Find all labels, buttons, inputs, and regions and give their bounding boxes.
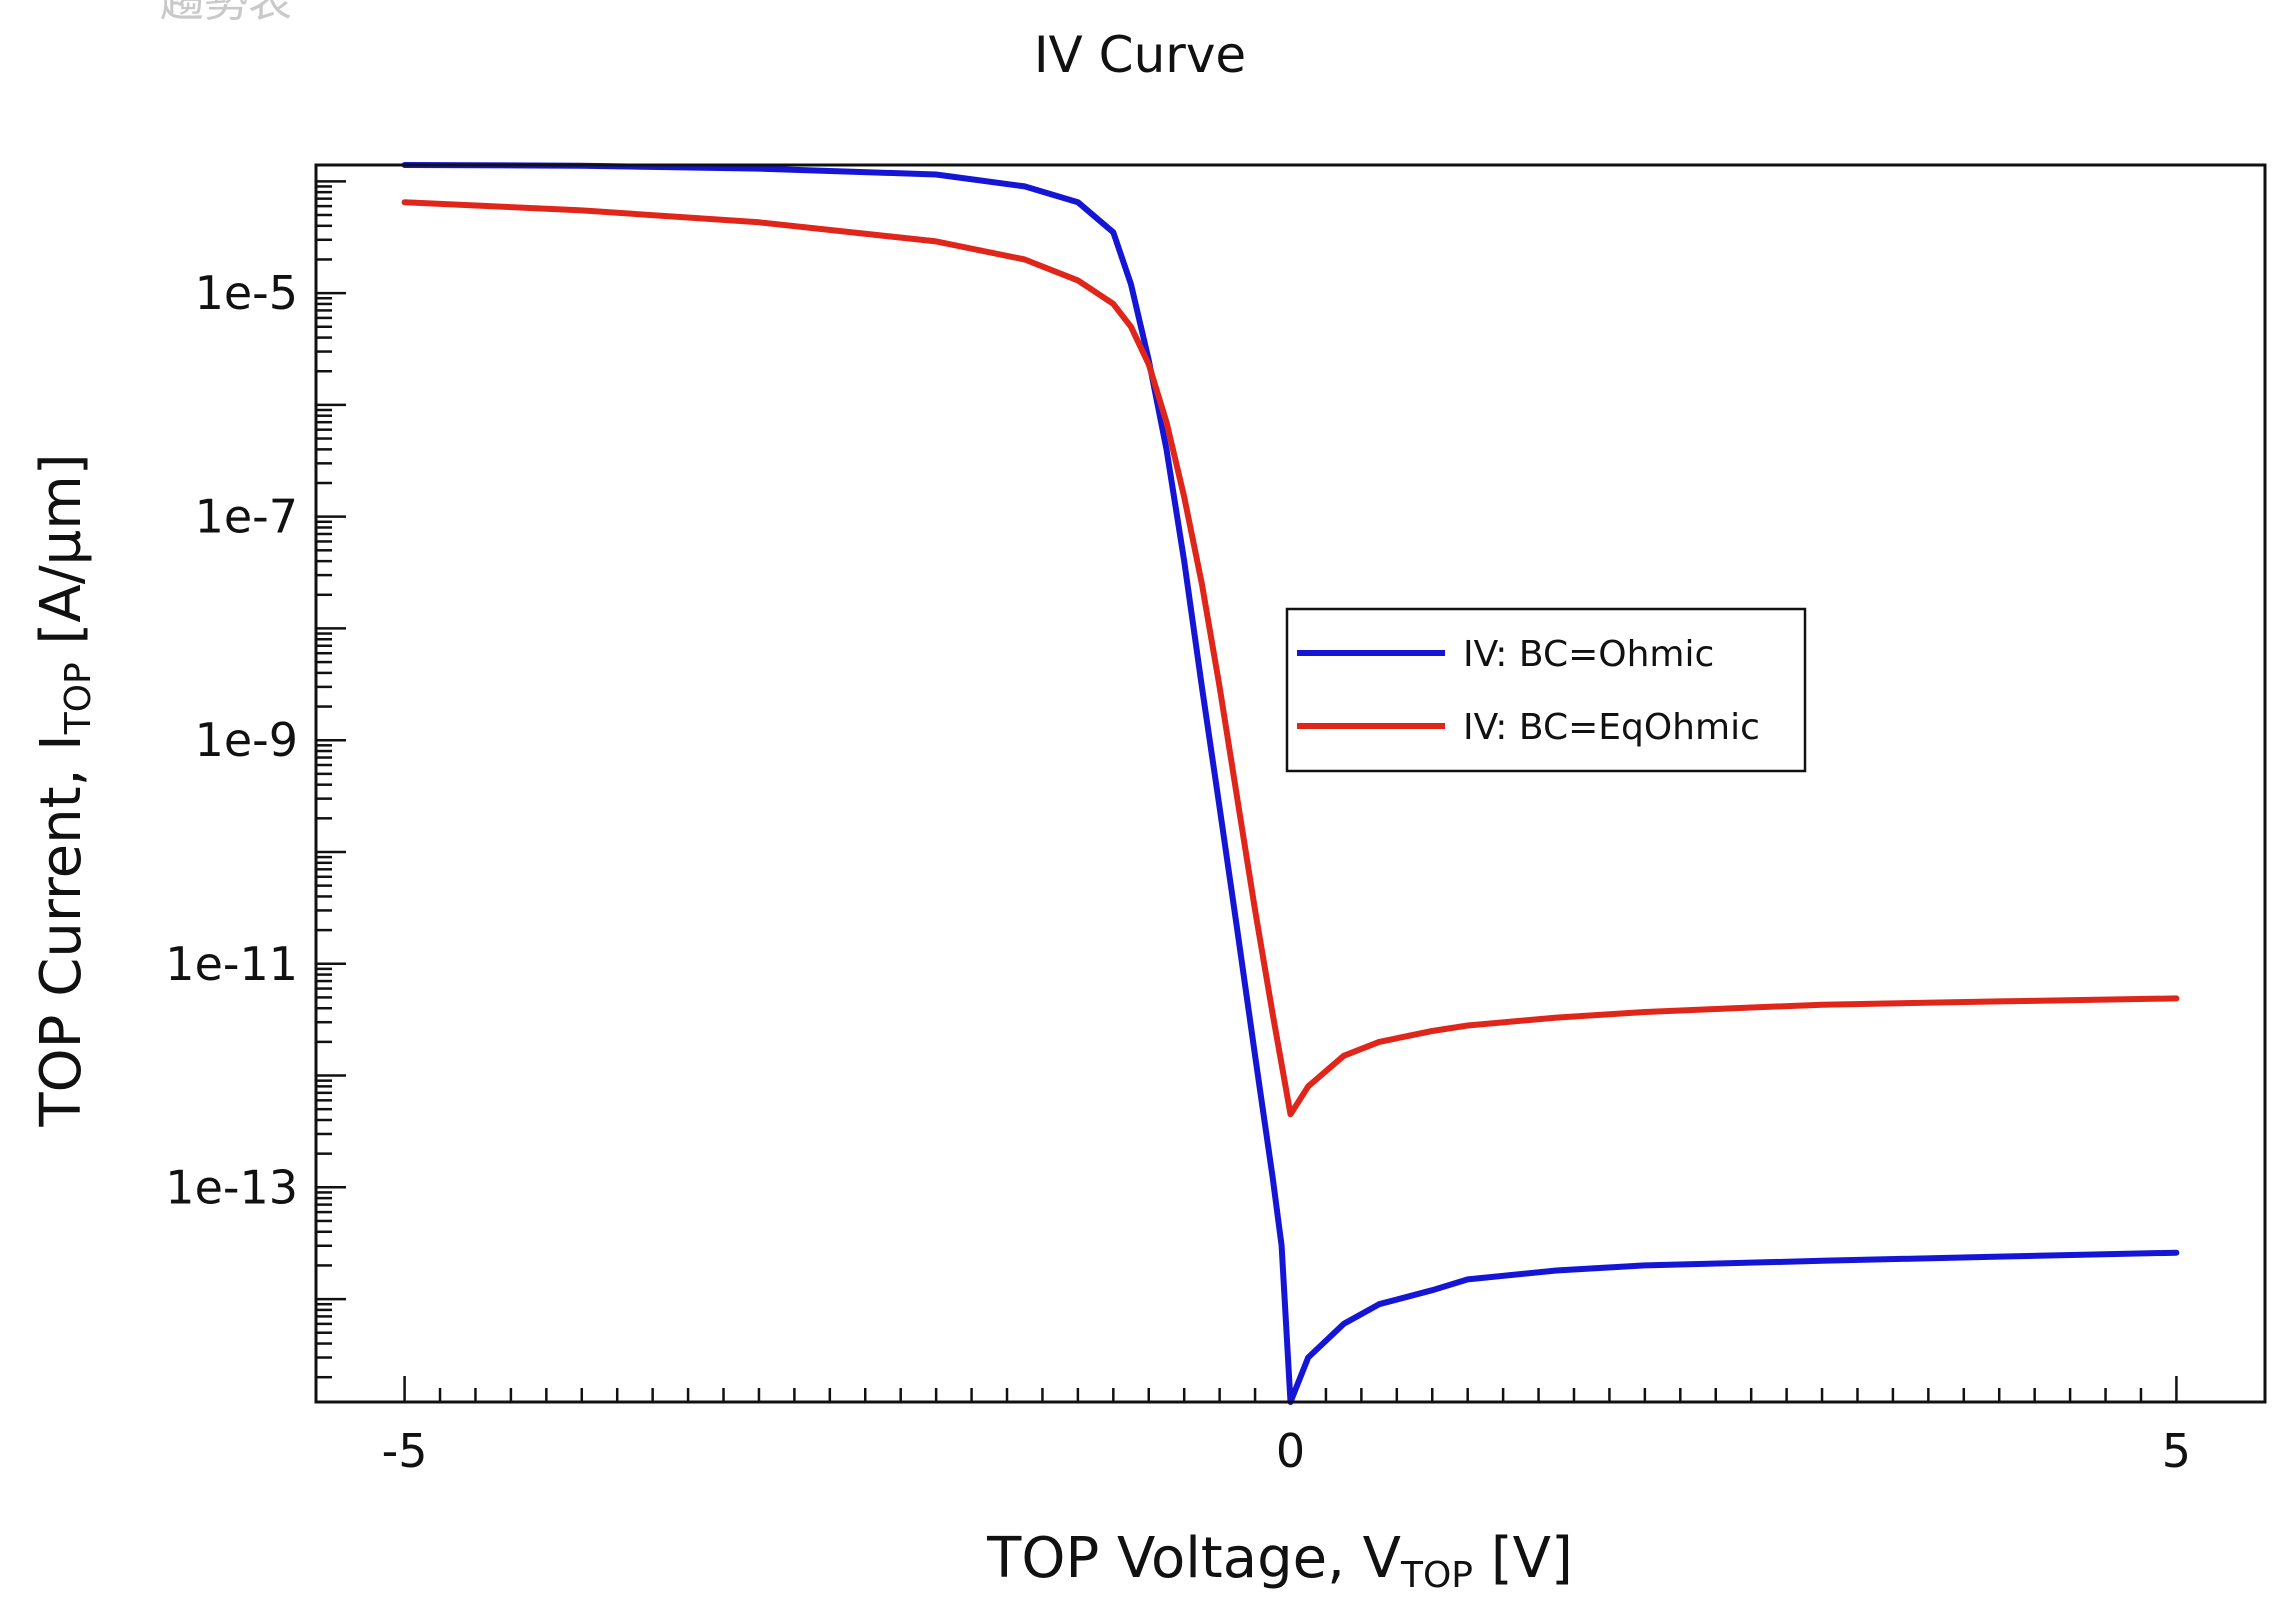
y-axis: 1e-5 1e-7 1e-9 1e-11 1e-13	[165, 180, 346, 1379]
y-tick-label: 1e-13	[165, 1160, 298, 1214]
legend: IV: BC=Ohmic IV: BC=EqOhmic	[1285, 607, 1807, 773]
x-tick-label: -5	[382, 1424, 428, 1478]
y-tick-label: 1e-5	[195, 266, 298, 320]
x-axis-label-sub: TOP	[1400, 1555, 1473, 1596]
series-line-eqohmic	[401, 199, 2180, 1118]
y-axis-label-sub: TOP	[58, 662, 99, 735]
chart-title: IV Curve	[1034, 26, 1246, 84]
y-axis-label: TOP Current, ITOP [A/µm]	[29, 453, 99, 1127]
x-axis-label: TOP Voltage, VTOP [V]	[986, 1526, 1573, 1596]
y-axis-label-main: TOP Current, I	[29, 734, 94, 1127]
x-axis: -5 0 5	[382, 1376, 2191, 1478]
legend-label-ohmic: IV: BC=Ohmic	[1463, 634, 1714, 675]
legend-box	[1285, 607, 1807, 773]
top-text-fragment: 趨勢表	[160, 0, 292, 27]
plot-series	[401, 162, 2180, 1405]
y-tick-label: 1e-9	[195, 713, 298, 767]
x-tick-label: 5	[2162, 1424, 2191, 1478]
x-axis-label-main: TOP Voltage, V	[986, 1526, 1401, 1591]
plot-frame	[314, 163, 2267, 1404]
series-line-ohmic	[401, 162, 2180, 1405]
y-axis-label-unit: [A/µm]	[29, 453, 94, 662]
y-tick-label: 1e-11	[165, 937, 298, 991]
y-tick-label: 1e-7	[195, 490, 298, 544]
x-axis-label-unit: [V]	[1473, 1526, 1573, 1591]
x-tick-label: 0	[1276, 1424, 1305, 1478]
legend-label-eqohmic: IV: BC=EqOhmic	[1463, 707, 1760, 748]
